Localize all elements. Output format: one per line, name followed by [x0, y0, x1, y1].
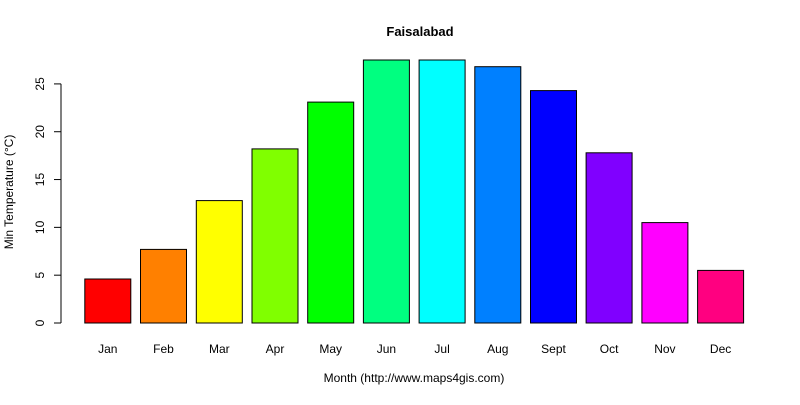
bar-mar	[195, 200, 243, 324]
y-tick-label: 25	[33, 77, 47, 91]
x-tick-label: Apr	[266, 342, 285, 356]
y-tick-label: 5	[33, 272, 47, 279]
x-tick-label: Sept	[541, 342, 566, 356]
x-tick-label: Aug	[487, 342, 508, 356]
x-tick-label: Dec	[710, 342, 731, 356]
bar-jun	[362, 59, 410, 324]
bar-oct	[585, 152, 633, 324]
y-tick-label: 10	[33, 220, 47, 234]
bar-jan	[84, 278, 132, 324]
bar-nov	[641, 222, 689, 324]
x-tick-label: Mar	[209, 342, 230, 356]
bar-sept	[530, 90, 577, 324]
x-tick-labels: Jan Feb Mar Apr May Jun Jul Aug Sept Oct Nov Dec	[98, 342, 731, 356]
y-tick-label: 0	[33, 319, 47, 326]
y-tick-label: 15	[33, 173, 47, 187]
x-tick-label: May	[319, 342, 342, 356]
y-axis: 0 5 10 15 20 25	[33, 77, 62, 326]
bar-jul	[418, 59, 466, 324]
x-tick-label: Jul	[434, 342, 449, 356]
x-tick-label: Feb	[153, 342, 174, 356]
bar-feb	[140, 248, 187, 324]
y-axis-label: Min Temperature (°C)	[2, 135, 16, 250]
bars	[84, 59, 745, 324]
x-tick-label: Oct	[600, 342, 619, 356]
chart-title: Faisalabad	[386, 24, 453, 39]
bar-aug	[474, 66, 522, 324]
y-tick-label: 20	[33, 125, 47, 139]
x-tick-label: Jan	[98, 342, 117, 356]
bar-apr	[251, 148, 299, 324]
x-axis-label: Month (http://www.maps4gis.com)	[324, 371, 505, 385]
bar-dec	[697, 269, 745, 324]
x-tick-label: Jun	[377, 342, 396, 356]
x-tick-label: Nov	[654, 342, 675, 356]
bar-may	[307, 101, 355, 324]
